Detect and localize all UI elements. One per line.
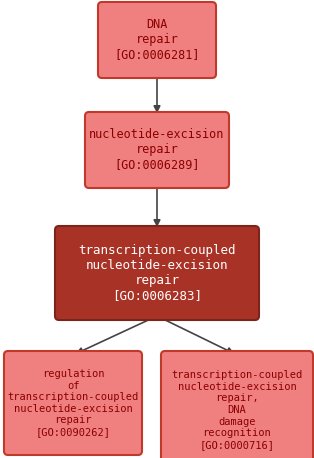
Text: transcription-coupled
nucleotide-excision
repair
[GO:0006283]: transcription-coupled nucleotide-excisio…	[78, 244, 236, 302]
FancyBboxPatch shape	[161, 351, 313, 458]
FancyBboxPatch shape	[85, 112, 229, 188]
Text: DNA
repair
[GO:0006281]: DNA repair [GO:0006281]	[114, 18, 200, 61]
Text: regulation
of
transcription-coupled
nucleotide-excision
repair
[GO:0090262]: regulation of transcription-coupled nucl…	[7, 369, 138, 437]
FancyBboxPatch shape	[98, 2, 216, 78]
Text: nucleotide-excision
repair
[GO:0006289]: nucleotide-excision repair [GO:0006289]	[89, 129, 225, 171]
FancyBboxPatch shape	[55, 226, 259, 320]
Text: transcription-coupled
nucleotide-excision
repair,
DNA
damage
recognition
[GO:000: transcription-coupled nucleotide-excisio…	[171, 370, 303, 450]
FancyBboxPatch shape	[4, 351, 142, 455]
